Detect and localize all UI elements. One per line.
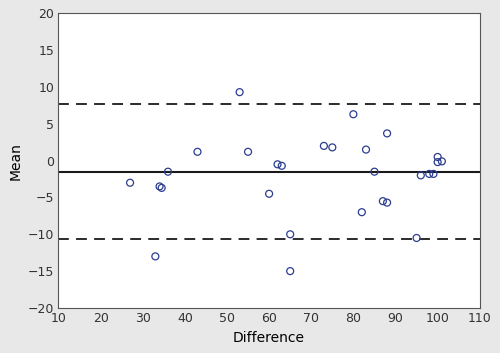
Point — [425, 171, 433, 177]
Point — [286, 268, 294, 274]
Point — [320, 143, 328, 149]
Point — [156, 184, 164, 189]
Y-axis label: Mean: Mean — [8, 142, 22, 180]
Point — [358, 209, 366, 215]
Point — [236, 89, 244, 95]
Point — [430, 171, 438, 177]
Point — [126, 180, 134, 186]
Point — [350, 112, 358, 117]
Point — [383, 131, 391, 136]
Point — [278, 163, 286, 169]
Point — [158, 185, 166, 191]
Point — [383, 200, 391, 205]
Point — [328, 145, 336, 150]
Point — [412, 235, 420, 241]
Point — [370, 169, 378, 174]
Point — [164, 169, 172, 174]
X-axis label: Difference: Difference — [233, 331, 305, 345]
Point — [265, 191, 273, 197]
Point — [417, 173, 425, 178]
Point — [286, 232, 294, 237]
Point — [194, 149, 202, 155]
Point — [152, 253, 160, 259]
Point — [438, 158, 446, 164]
Point — [362, 147, 370, 152]
Point — [434, 154, 442, 160]
Point — [379, 198, 387, 204]
Point — [434, 159, 442, 165]
Point — [244, 149, 252, 155]
Point — [274, 162, 281, 167]
